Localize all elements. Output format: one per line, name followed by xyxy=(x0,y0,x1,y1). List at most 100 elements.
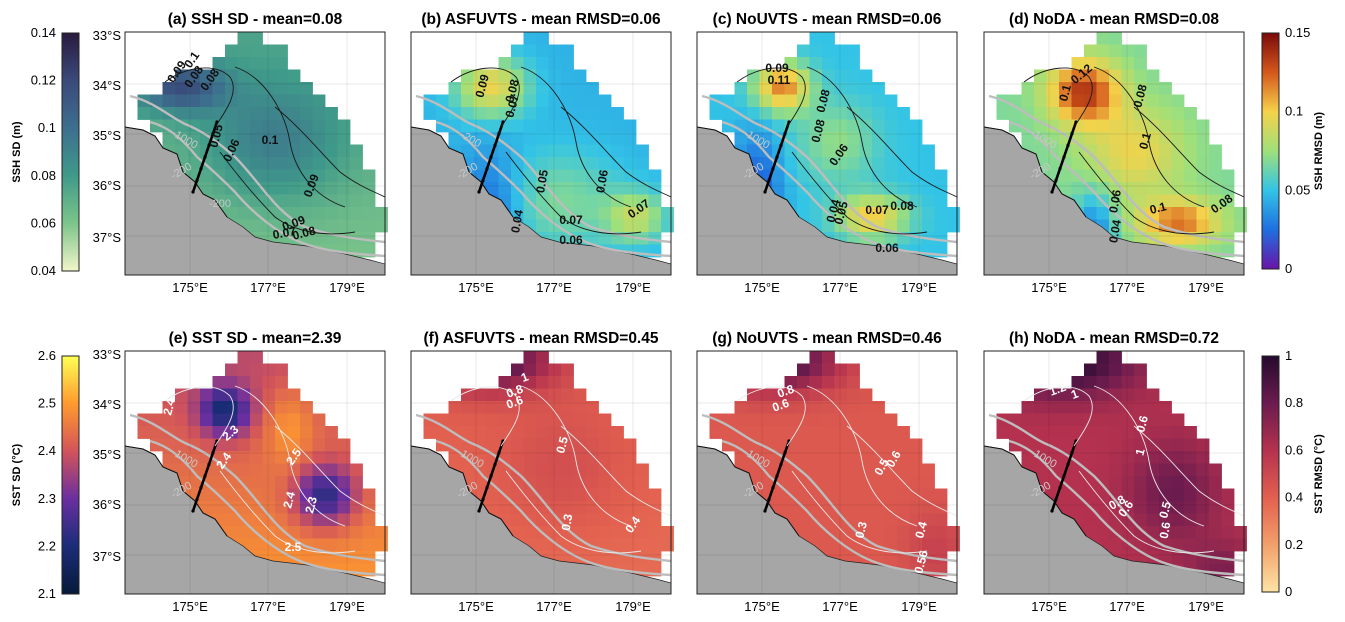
field-cell xyxy=(237,82,251,95)
field-cell xyxy=(859,169,873,183)
field-cell xyxy=(312,413,326,427)
field-cell xyxy=(1059,107,1072,120)
contour-label: 0.06 xyxy=(559,233,583,247)
field-cell xyxy=(1096,363,1110,377)
field-cell xyxy=(586,476,599,489)
field-cell xyxy=(598,207,612,220)
field-cell xyxy=(759,413,773,427)
field-cell xyxy=(1096,351,1110,364)
field-cell xyxy=(784,401,798,414)
field-cell xyxy=(1134,207,1147,220)
field-cell xyxy=(337,132,351,145)
field-cell xyxy=(548,438,562,452)
field-cell xyxy=(1134,513,1147,527)
field-cell xyxy=(847,57,860,70)
field-cell xyxy=(473,388,487,402)
colorbar-tick-label: 0.05 xyxy=(1285,182,1310,197)
field-cell xyxy=(847,513,860,527)
coastline xyxy=(983,126,1087,218)
field-cell xyxy=(822,107,835,120)
field-cell xyxy=(909,463,923,477)
field-cell xyxy=(859,144,873,158)
field-cell xyxy=(1071,388,1085,402)
field-cell xyxy=(1109,538,1122,552)
field-cell xyxy=(859,107,873,120)
field-cell xyxy=(598,194,612,208)
field-cell xyxy=(225,194,238,208)
field-cell xyxy=(536,351,549,364)
field-cell xyxy=(909,438,923,452)
transect-line xyxy=(477,120,505,194)
field-cell xyxy=(548,463,562,477)
colorbar-label: SST SD (°C) xyxy=(11,443,23,506)
axes-frame xyxy=(410,31,672,276)
field-cell xyxy=(1059,94,1072,108)
field-cell xyxy=(1046,94,1060,108)
field-cell xyxy=(473,463,487,477)
field-cell xyxy=(822,144,835,158)
field-cell xyxy=(598,413,612,427)
field-cell xyxy=(1209,169,1222,183)
field-cell xyxy=(486,401,499,414)
field-cell xyxy=(1196,513,1210,527)
field-cell xyxy=(586,463,599,477)
field-cell xyxy=(922,513,935,527)
field-cell xyxy=(1196,132,1210,145)
field-cell xyxy=(362,488,376,502)
field-cell xyxy=(225,169,238,183)
field-cell xyxy=(772,82,785,95)
field-cell xyxy=(548,82,562,95)
field-cell xyxy=(250,513,263,527)
field-cell xyxy=(1134,463,1147,477)
field-cell xyxy=(636,194,649,208)
panel-title: (h) NoDA - mean RMSD=0.72 xyxy=(1009,330,1219,347)
field-cell xyxy=(225,144,238,158)
field-cell xyxy=(250,194,263,208)
field-cell xyxy=(1159,488,1172,502)
contour-label: 0.4 xyxy=(912,520,930,540)
field-cell xyxy=(1196,144,1210,158)
field-cell xyxy=(648,551,662,564)
field-cell xyxy=(598,513,612,527)
field-cell xyxy=(586,413,599,427)
lon-tick-label: 177°E xyxy=(250,280,286,295)
field-cell xyxy=(922,526,935,539)
field-cell xyxy=(1121,207,1135,220)
field-cell xyxy=(934,182,948,195)
field-cell xyxy=(1221,501,1235,514)
field-cell xyxy=(1046,401,1060,414)
field-cell xyxy=(523,119,537,133)
field-cell xyxy=(1171,169,1185,183)
field-cell xyxy=(200,82,213,95)
colorbar-ssh-sd: 0.14 0.12 0.1 0.08 0.06 0.04 SSH SD (m) xyxy=(11,25,80,278)
field-cell xyxy=(1134,451,1147,464)
field-cell xyxy=(312,182,326,195)
field-cell xyxy=(872,157,885,170)
field-cell xyxy=(262,57,276,70)
field-cell xyxy=(734,132,748,145)
field-cell xyxy=(1134,69,1147,83)
field-cell xyxy=(809,476,823,489)
field-cell xyxy=(809,413,823,427)
field-cell xyxy=(1084,426,1097,439)
field-cell xyxy=(300,426,313,439)
field-cell xyxy=(1096,119,1110,133)
field-cell xyxy=(1184,132,1197,145)
lon-tick-label: 175°E xyxy=(1031,599,1067,614)
field-cell xyxy=(1121,82,1135,95)
field-cell xyxy=(1221,219,1235,233)
field-cell xyxy=(523,44,537,58)
field-cell xyxy=(1096,94,1110,108)
field-cell xyxy=(636,513,649,527)
field-cell xyxy=(648,501,662,514)
isobath-200 xyxy=(435,120,672,258)
field-cell xyxy=(822,219,835,233)
field-cell xyxy=(461,426,474,439)
field-cell xyxy=(859,438,873,452)
field-cell xyxy=(1209,526,1222,539)
field-cell xyxy=(1134,144,1147,158)
field-cell xyxy=(1209,194,1222,208)
field-cell xyxy=(1146,476,1160,489)
field-cell xyxy=(784,57,798,70)
field-cell xyxy=(287,513,301,527)
